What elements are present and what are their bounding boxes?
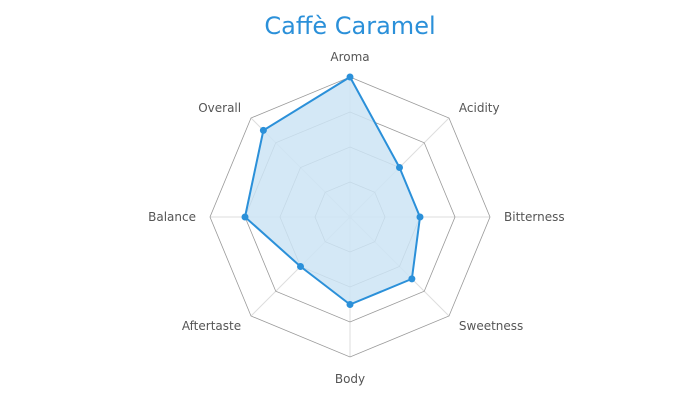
- data-point: [346, 301, 354, 308]
- data-point: [408, 275, 416, 283]
- data-point: [346, 73, 354, 81]
- data-point: [416, 213, 424, 221]
- series-area: [244, 76, 421, 306]
- axis-label: Sweetness: [459, 319, 523, 333]
- chart-title: Caffè Caramel: [264, 12, 436, 40]
- axis-label: Overall: [198, 101, 241, 115]
- data-point: [241, 213, 249, 221]
- data-point: [297, 262, 305, 270]
- axis-label: Bitterness: [504, 210, 565, 224]
- axis-label: Aroma: [330, 50, 369, 64]
- data-point: [259, 126, 267, 134]
- data-point: [395, 164, 403, 172]
- axis-label: Aftertaste: [182, 319, 241, 333]
- axis-label: Acidity: [459, 101, 500, 115]
- axis-label: Body: [335, 372, 365, 386]
- axis-label: Balance: [148, 210, 196, 224]
- grid-ring: [209, 76, 491, 358]
